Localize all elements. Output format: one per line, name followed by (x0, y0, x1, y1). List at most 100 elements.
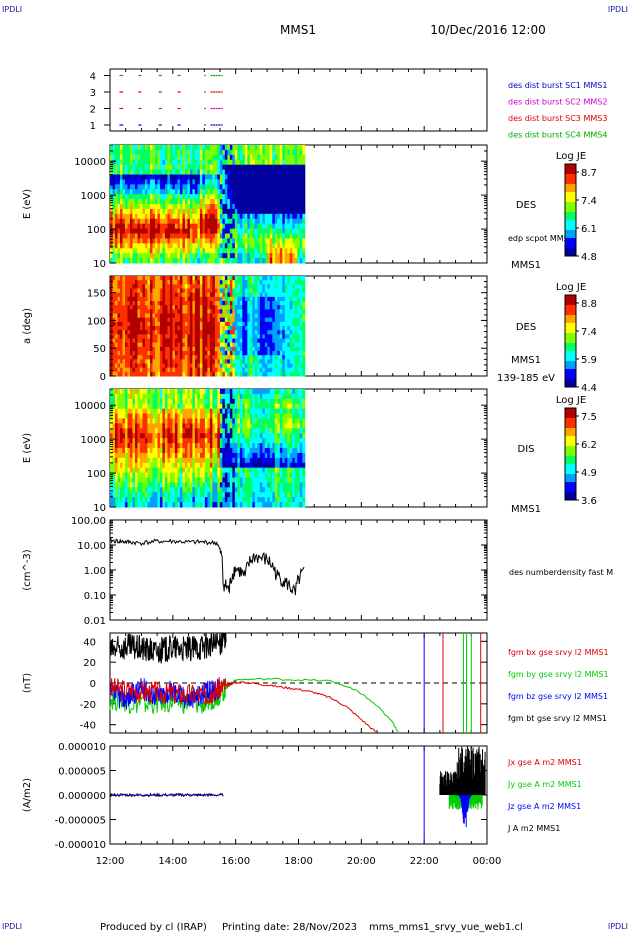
colorbar-step (565, 194, 576, 197)
current-density-series-line (109, 793, 222, 797)
colorbar-step (565, 363, 576, 366)
time-axis-tick-label: 22:00 (410, 856, 439, 867)
des_pitch-colorbar (564, 294, 577, 388)
dis_energy-colorbar (564, 407, 577, 501)
colorbar-step (565, 486, 576, 489)
colorbar-step (565, 498, 576, 501)
colorbar-step (565, 488, 576, 491)
colorbar-step (565, 252, 576, 255)
des_energy-y-tick-label: 10 (93, 259, 106, 270)
magnetic-field-series-line (109, 678, 221, 710)
des_pitch-colorbar-title: Log JE (556, 282, 586, 293)
colorbar-step (565, 373, 576, 376)
colorbar-step (565, 323, 576, 326)
current-density-legend-label: Jy gse A m2 MMS1 (507, 780, 582, 789)
current-density-legend-label: J A m2 MMS1 (507, 824, 560, 833)
dis_energy-instrument-label: DIS (518, 444, 535, 455)
des_pitch-bottom-label: 139-185 eV (497, 373, 555, 384)
colorbar-step (565, 202, 576, 205)
colorbar-step (565, 357, 576, 360)
colorbar-step (565, 246, 576, 249)
colorbar-step (565, 434, 576, 437)
colorbar-step (565, 204, 576, 207)
colorbar-step (565, 208, 576, 211)
time-axis-tick-label: 12:00 (96, 856, 125, 867)
colorbar-step (565, 410, 576, 413)
colorbar-step (565, 164, 576, 167)
colorbar-step (565, 428, 576, 431)
colorbar-step (565, 200, 576, 203)
density-y-tick-label: 1.00 (84, 566, 106, 577)
colorbar-step (565, 216, 576, 219)
availability-panel (109, 68, 488, 132)
time-axis-tick-label: 14:00 (158, 856, 187, 867)
header-spacecraft: MMS1 (280, 23, 316, 37)
colorbar-step (565, 408, 576, 411)
availability-y-tick-label: 4 (90, 72, 96, 83)
des_energy-colorbar-tick-label: 6.1 (581, 224, 597, 235)
colorbar-step (565, 424, 576, 427)
colorbar-step (565, 303, 576, 306)
colorbar-step (565, 381, 576, 384)
colorbar-step (565, 359, 576, 362)
colorbar-step (565, 206, 576, 209)
colorbar-step (565, 178, 576, 181)
magnetic-field-y-tick-label: -20 (80, 700, 96, 711)
colorbar-step (565, 478, 576, 481)
colorbar-step (565, 244, 576, 247)
colorbar-step (565, 377, 576, 380)
des_energy-colorbar-tick-label: 8.7 (581, 168, 597, 179)
time-axis-tick-label: 18:00 (284, 856, 313, 867)
colorbar-step (565, 210, 576, 213)
colorbar-step (565, 347, 576, 350)
dis_energy-colorbar-tick-label: 7.5 (581, 412, 597, 423)
magnetic-field-y-tick-label: 0 (90, 679, 96, 690)
corner-label-bottom-right: IPDLI (607, 922, 628, 931)
density-series-line (109, 537, 305, 596)
magnetic-field-legend-label: fgm bx gse srvy l2 MMS1 (508, 648, 609, 657)
colorbar-step (565, 414, 576, 417)
colorbar-step (565, 369, 576, 372)
current-density-y-axis-label: (A/m2) (22, 778, 33, 812)
current-density-burst (439, 746, 486, 828)
colorbar-step (565, 188, 576, 191)
colorbar-step (565, 438, 576, 441)
density-legend-label: des numberdensity fast M (509, 568, 613, 577)
des_energy-colorbar-title: Log JE (556, 151, 586, 162)
density-y-axis-label: (cm^-3) (22, 549, 33, 590)
colorbar-step (565, 222, 576, 225)
colorbar-step (565, 307, 576, 310)
colorbar-step (565, 242, 576, 245)
des_energy-sublabel: edp scpot MMS1 (508, 234, 574, 243)
colorbar-step (565, 490, 576, 493)
des_pitch-colorbar-tick-label: 4.4 (581, 383, 597, 394)
magnetic-field-series-line (109, 632, 227, 664)
colorbar-step (565, 371, 576, 374)
magnetic-field-y-tick-label: 40 (83, 637, 96, 648)
density-y-tick-label: 10.00 (77, 541, 106, 552)
colorbar-step (565, 325, 576, 328)
des_pitch-y-tick-label: 50 (93, 344, 106, 355)
des_energy-colorbar (564, 163, 577, 257)
magnetic-field-legend-label: fgm bt gse srvy l2 MMS1 (508, 714, 607, 723)
magnetic-field-y-axis-label: (nT) (22, 673, 33, 693)
colorbar-step (565, 416, 576, 419)
dis_energy-y-tick-label: 10000 (74, 401, 106, 412)
colorbar-step (565, 444, 576, 447)
dis_energy-y-tick-label: 1000 (81, 435, 106, 446)
colorbar-step (565, 301, 576, 304)
dis_energy-y-tick-label: 100 (87, 469, 106, 480)
des_energy-colorbar-tick-label: 4.8 (581, 252, 597, 263)
colorbar-step (565, 168, 576, 171)
des_energy-y-tick-label: 10000 (74, 157, 106, 168)
colorbar-step (565, 198, 576, 201)
des_pitch-colorbar-tick-label: 5.9 (581, 355, 597, 366)
colorbar-step (565, 180, 576, 183)
colorbar-step (565, 333, 576, 336)
colorbar-step (565, 248, 576, 251)
density-y-tick-label: 100.00 (71, 516, 106, 527)
colorbar-step (565, 196, 576, 199)
colorbar-step (565, 329, 576, 332)
colorbar-step (565, 440, 576, 443)
